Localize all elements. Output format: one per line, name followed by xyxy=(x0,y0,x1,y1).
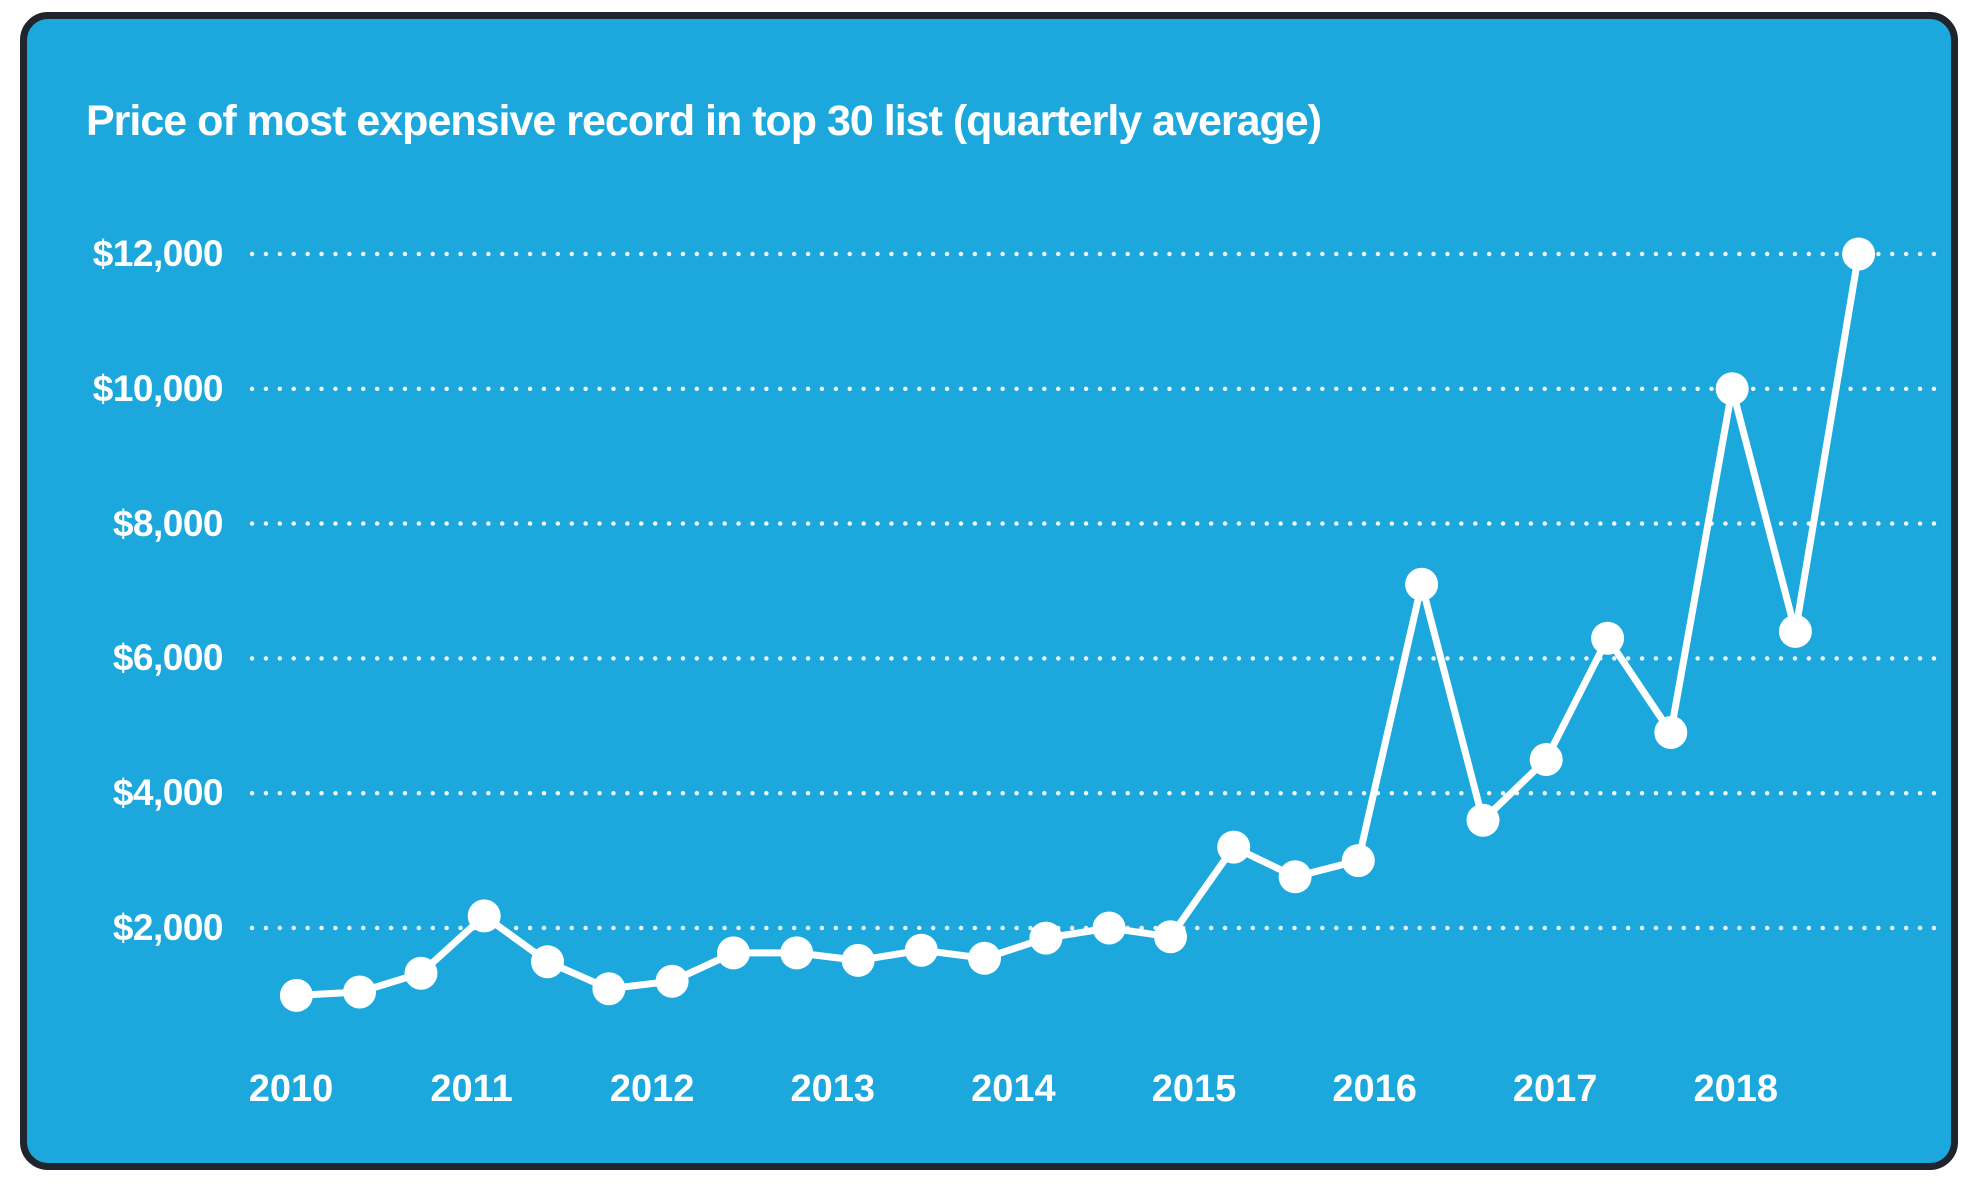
data-point-marker xyxy=(343,975,377,1009)
y-axis-tick-label: $4,000 xyxy=(112,772,224,814)
chart-title: Price of most expensive record in top 30… xyxy=(86,97,1322,145)
price-line xyxy=(292,250,1863,999)
data-point-marker xyxy=(531,945,564,979)
data-point-marker xyxy=(1591,621,1625,655)
chart-card xyxy=(20,12,1958,1170)
data-point-marker xyxy=(780,936,814,970)
data-point-marker xyxy=(1278,860,1312,894)
y-axis-tick-label: $8,000 xyxy=(112,502,224,544)
y-axis-tick-label: $10,000 xyxy=(92,367,224,409)
data-point-marker xyxy=(1341,844,1375,878)
data-point-marker xyxy=(1654,716,1688,749)
data-point-marker xyxy=(841,943,875,977)
data-point-marker xyxy=(279,978,313,1012)
gridlines xyxy=(249,251,1947,931)
data-point-marker xyxy=(1029,921,1063,955)
x-axis-tick-label: 2012 xyxy=(609,1068,695,1110)
y-axis-tick-label: $2,000 xyxy=(112,907,224,948)
data-point-marker xyxy=(1092,911,1126,945)
data-point-marker xyxy=(1405,567,1439,601)
data-point-marker xyxy=(467,899,501,933)
x-axis-tick-label: 2013 xyxy=(790,1068,876,1110)
data-point-marker xyxy=(968,941,1001,975)
data-point-marker xyxy=(404,956,438,990)
data-point-marker xyxy=(1529,743,1563,776)
data-point-marker xyxy=(1217,830,1251,864)
x-axis-tick-label: 2010 xyxy=(248,1068,334,1110)
data-series xyxy=(279,237,1876,1012)
x-axis-tick-label: 2014 xyxy=(971,1068,1056,1110)
data-point-marker xyxy=(592,972,626,1006)
x-axis-tick-label: 2017 xyxy=(1512,1068,1598,1110)
x-axis-tick-label: 2016 xyxy=(1332,1068,1417,1110)
data-point-marker xyxy=(717,936,750,970)
data-point-marker xyxy=(1778,614,1812,648)
x-axis-tick-label: 2015 xyxy=(1151,1068,1237,1110)
data-point-marker xyxy=(1842,237,1876,271)
data-point-marker xyxy=(1466,803,1500,837)
x-axis-tick-label: 2011 xyxy=(430,1068,513,1110)
data-point-marker xyxy=(1154,920,1187,954)
y-axis-tick-label: $6,000 xyxy=(112,637,224,679)
data-point-marker xyxy=(655,964,689,998)
y-axis-tick-label: $12,000 xyxy=(92,233,224,274)
data-point-marker xyxy=(1715,372,1749,406)
x-axis-tick-label: 2018 xyxy=(1693,1068,1779,1110)
data-point-marker xyxy=(904,933,938,967)
